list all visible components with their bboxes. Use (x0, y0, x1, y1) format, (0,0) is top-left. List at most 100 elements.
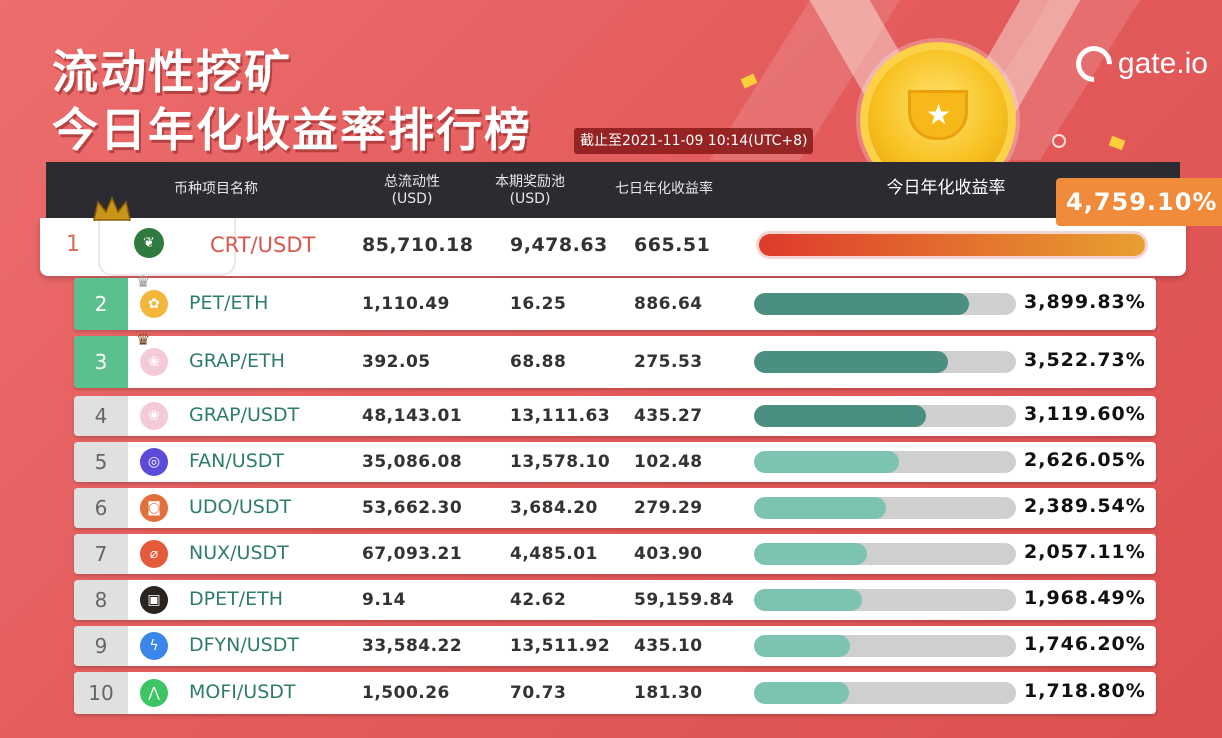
pair-name: UDO/USDT (189, 496, 292, 518)
header-apr-today: 今日年化收益率 (886, 178, 1006, 198)
liquidity-value: 53,662.30 (362, 498, 463, 518)
pair-name: GRAP/ETH (189, 350, 285, 372)
rank-number: 5 (74, 442, 128, 482)
crown-icon: ♛ (136, 330, 151, 349)
apr-bar (754, 351, 1016, 373)
pair-name: CRT/USDT (210, 233, 316, 257)
apr-bar (754, 293, 1016, 315)
apr-percentage: 3,899.83% (1024, 291, 1146, 313)
apr-percentage: 2,057.11% (1024, 541, 1146, 563)
pool-value: 70.73 (510, 683, 567, 703)
pair-name: FAN/USDT (189, 450, 284, 472)
apr-bar-fill (754, 543, 868, 565)
star-icon: ★ (926, 98, 952, 131)
apr-bar (754, 635, 1016, 657)
liquidity-value: 35,086.08 (362, 452, 463, 472)
gate-logo-icon (1068, 38, 1120, 90)
pair-name: PET/ETH (189, 292, 269, 314)
apr-percentage: 3,522.73% (1024, 349, 1146, 371)
apr-bar-fill (754, 635, 851, 657)
top-apr-badge: 4,759.10% (1056, 178, 1222, 226)
apr7-value: 435.10 (634, 636, 703, 656)
apr-bar-fill (754, 451, 899, 473)
gate-io-logo: gate.io (1068, 38, 1208, 90)
pool-value: 68.88 (510, 352, 567, 372)
apr-percentage: 2,626.05% (1024, 449, 1146, 471)
table-row-top[interactable]: ❦ 1 CRT/USDT 85,710.18 9,478.63 665.51 (40, 218, 1186, 276)
pair-name: DPET/ETH (189, 588, 283, 610)
pool-value: 13,511.92 (510, 636, 611, 656)
pool-value: 42.62 (510, 590, 567, 610)
crown-icon: ♛ (136, 272, 151, 291)
apr-bar-fill (754, 589, 863, 611)
apr-percentage: 1,718.80% (1024, 680, 1146, 702)
rank-number: 2 (74, 278, 128, 330)
pool-value: 13,111.63 (510, 406, 611, 426)
pool-value: 16.25 (510, 294, 567, 314)
apr-percentage: 3,119.60% (1024, 403, 1146, 425)
crown-icon (93, 196, 131, 221)
table-row[interactable]: 6 ◙ UDO/USDT 53,662.30 3,684.20 279.29 2,389.5… (74, 488, 1156, 528)
mofi-icon: ⋀ (140, 679, 168, 707)
grape-icon: ❀ (140, 348, 168, 376)
table-row[interactable]: 8 ▣ DPET/ETH 9.14 42.62 59,159.84 1,968.49% (74, 580, 1156, 620)
header-apr7: 七日年化收益率 (615, 181, 713, 197)
fan-icon: ◎ (140, 448, 168, 476)
pet-icon: ✿ (140, 290, 168, 318)
leaf-icon: ❦ (134, 228, 164, 258)
apr7-value: 403.90 (634, 544, 703, 564)
apr7-value: 275.53 (634, 352, 703, 372)
liquidity-value: 33,584.22 (362, 636, 463, 656)
pair-name: MOFI/USDT (189, 681, 296, 703)
apr-percentage: 1,746.20% (1024, 633, 1146, 655)
pool-value: 9,478.63 (510, 234, 608, 256)
header-liquidity: 总流动性 (USD) (384, 174, 440, 207)
table-row[interactable]: 5 ◎ FAN/USDT 35,086.08 13,578.10 102.48 2,626.… (74, 442, 1156, 482)
apr-bar (754, 497, 1016, 519)
table-row[interactable]: 9 ϟ DFYN/USDT 33,584.22 13,511.92 435.10 1,746… (74, 626, 1156, 666)
rank-number: 9 (74, 626, 128, 666)
nux-icon: ⌀ (140, 540, 168, 568)
apr7-value: 279.29 (634, 498, 703, 518)
pair-name: NUX/USDT (189, 542, 289, 564)
apr7-value: 886.64 (634, 294, 703, 314)
table-header: 币种项目名称 总流动性 (USD) 本期奖励池 (USD) 七日年化收益率 今日… (46, 162, 1180, 218)
apr-bar (754, 589, 1016, 611)
rank-number: 10 (74, 672, 128, 714)
apr7-value: 181.30 (634, 683, 703, 703)
apr-bar-fill (759, 234, 1145, 256)
table-row[interactable]: 3 ❀ ♛ GRAP/ETH 392.05 68.88 275.53 3,522.73% (74, 330, 1156, 388)
apr-bar-fill (754, 351, 948, 373)
liquidity-value: 85,710.18 (362, 234, 474, 256)
timestamp-badge: 截止至2021-11-09 10:14(UTC+8) (574, 128, 814, 154)
dfyn-icon: ϟ (140, 632, 168, 660)
apr-bar (754, 543, 1016, 565)
liquidity-value: 67,093.21 (362, 544, 463, 564)
apr-bar (754, 682, 1016, 704)
table-row[interactable]: 4 ❀ GRAP/USDT 48,143.01 13,111.63 435.27 3,119… (74, 396, 1156, 436)
grape-icon: ❀ (140, 402, 168, 430)
apr-bar (756, 231, 1148, 259)
apr7-value: 665.51 (634, 234, 711, 256)
rank-number: 1 (66, 232, 80, 257)
liquidity-value: 9.14 (362, 590, 406, 610)
apr-bar-fill (754, 293, 969, 315)
rank-number: 7 (74, 534, 128, 574)
apr7-value: 102.48 (634, 452, 703, 472)
apr-bar-fill (754, 682, 849, 704)
ring-decoration (1052, 134, 1066, 148)
apr7-value: 435.27 (634, 406, 703, 426)
apr-bar (754, 405, 1016, 427)
table-row[interactable]: 2 ✿ ♛ PET/ETH 1,110.49 16.25 886.64 3,899.83% (74, 272, 1156, 330)
table-row[interactable]: 7 ⌀ NUX/USDT 67,093.21 4,485.01 403.90 2,057.1… (74, 534, 1156, 574)
page-title-line2: 今日年化收益率排行榜 (52, 103, 532, 157)
header-pool: 本期奖励池 (USD) (495, 174, 565, 207)
rank-number: 3 (74, 336, 128, 388)
table-row[interactable]: 10 ⋀ MOFI/USDT 1,500.26 70.73 181.30 1,718.80% (74, 672, 1156, 714)
udo-icon: ◙ (140, 494, 168, 522)
rank-number: 4 (74, 396, 128, 436)
apr-bar-fill (754, 405, 926, 427)
apr-bar (754, 451, 1016, 473)
apr-percentage: 2,389.54% (1024, 495, 1146, 517)
liquidity-value: 48,143.01 (362, 406, 463, 426)
